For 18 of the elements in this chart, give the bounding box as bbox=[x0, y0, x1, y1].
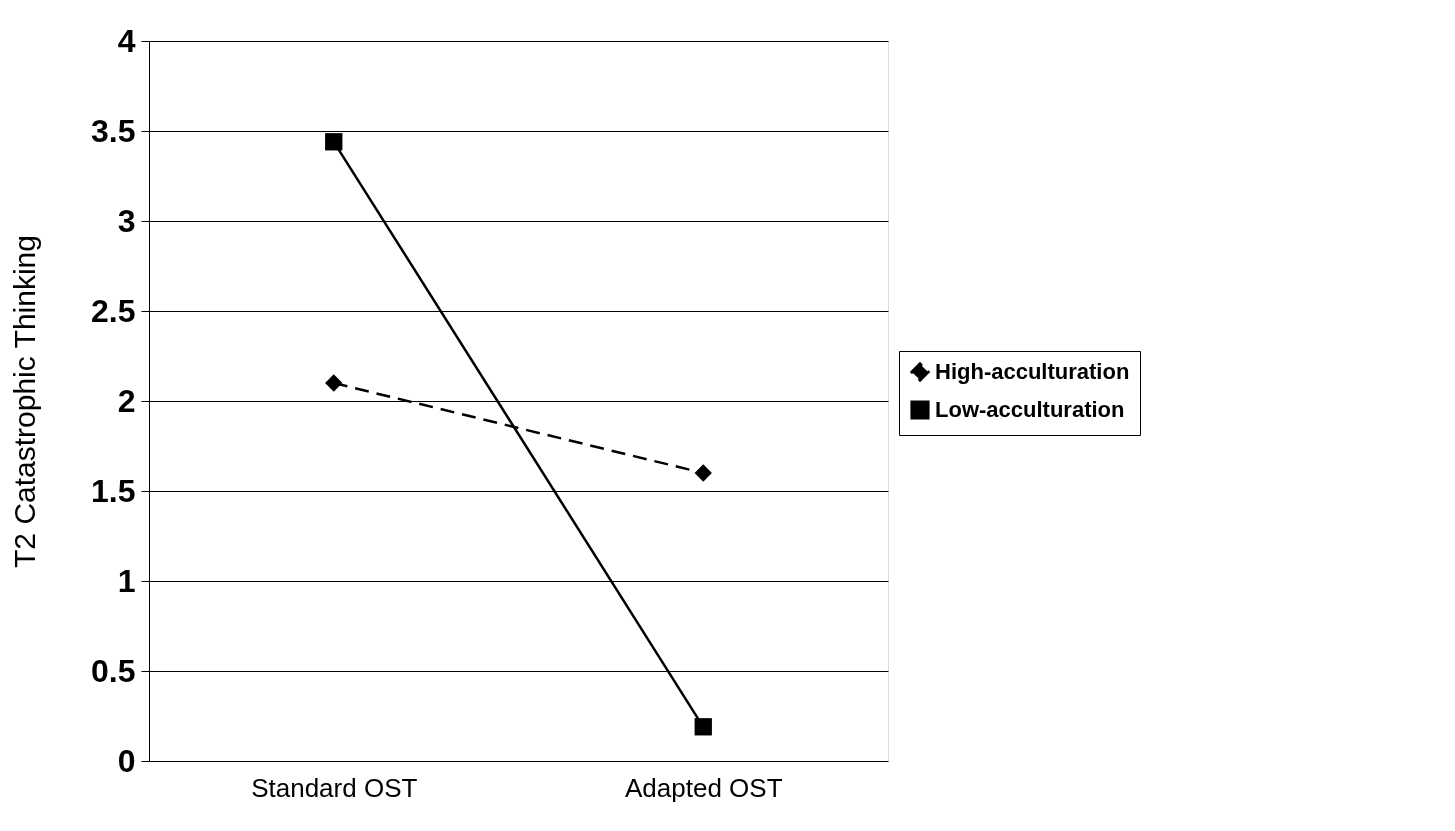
y-tick-label: 1 bbox=[117, 562, 136, 599]
y-tick-label: 0.5 bbox=[91, 652, 136, 689]
x-tick-label: Standard OST bbox=[251, 772, 418, 803]
y-tick-label: 3.5 bbox=[91, 112, 136, 149]
y-tick-label: 1.5 bbox=[91, 472, 136, 509]
point bbox=[694, 718, 712, 736]
y-tick-label: 0 bbox=[117, 742, 136, 779]
x-tick-label: Adapted OST bbox=[624, 772, 783, 803]
legend-label: Low-acculturation bbox=[935, 397, 1125, 422]
y-axis-title: T2 Catastrophic Thinking bbox=[8, 235, 42, 568]
y-tick-label: 4 bbox=[117, 22, 136, 59]
legend-label: High-acculturation bbox=[935, 359, 1130, 384]
y-tick-label: 2.5 bbox=[91, 292, 136, 329]
y-tick-label: 2 bbox=[117, 382, 136, 419]
point bbox=[694, 464, 712, 482]
point bbox=[325, 133, 343, 151]
y-tick-label: 3 bbox=[117, 202, 136, 239]
point bbox=[325, 374, 343, 392]
